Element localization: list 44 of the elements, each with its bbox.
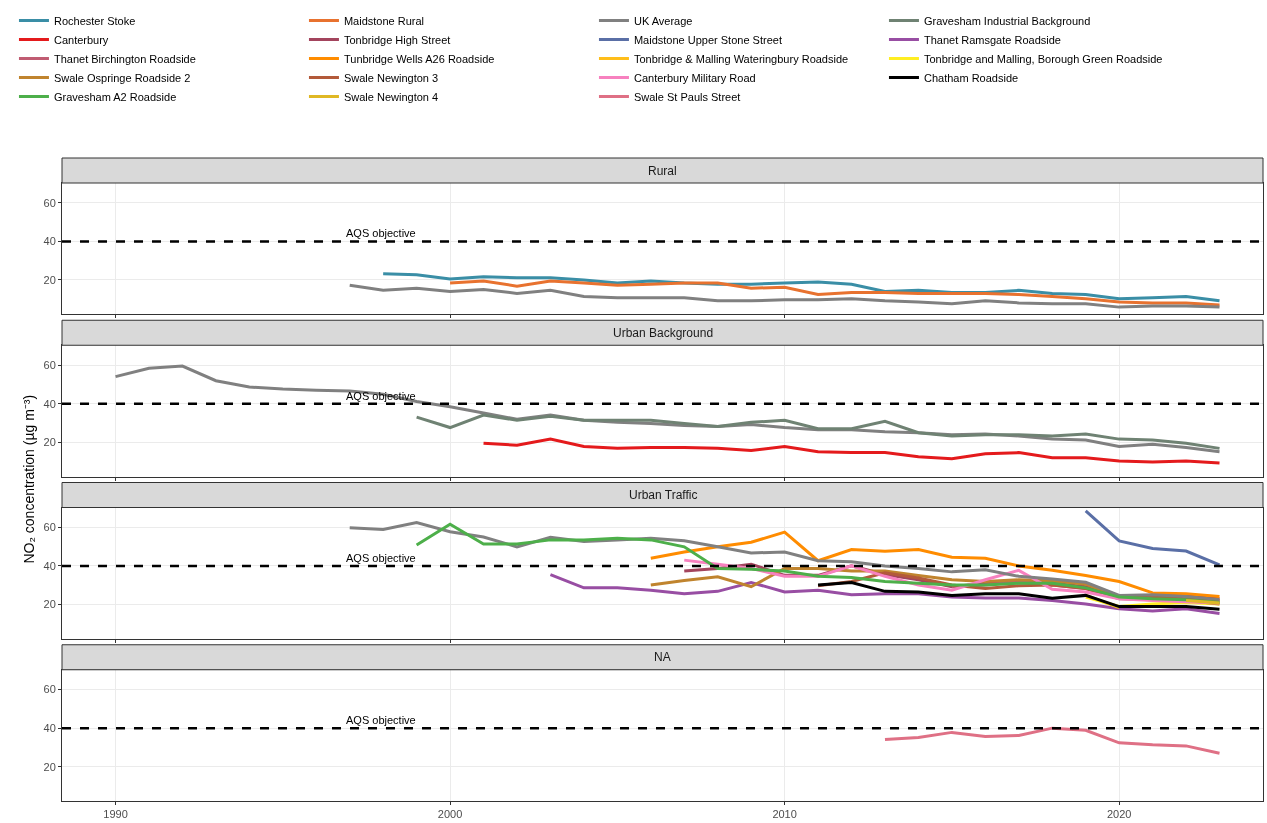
y-tick-label: 20 bbox=[43, 436, 56, 449]
legend-label: Tunbridge Wells A26 Roadside bbox=[343, 52, 495, 65]
y-tick-label: 60 bbox=[43, 196, 56, 209]
legend-label: Rochester Stoke bbox=[53, 14, 136, 27]
chart-title: Urban Traffic bbox=[629, 488, 698, 502]
y-tick-label: 20 bbox=[43, 273, 56, 286]
legend-label: Swale Ospringe Roadside 2 bbox=[53, 71, 191, 84]
x-tick-label: 1990 bbox=[103, 808, 128, 821]
y-tick-label: 60 bbox=[43, 358, 56, 371]
y-tick-label: 40 bbox=[43, 397, 56, 410]
legend-label: Gravesham A2 Roadside bbox=[53, 90, 177, 103]
x-tick-label: 2010 bbox=[772, 808, 797, 821]
y-tick-label: 20 bbox=[43, 760, 56, 773]
y-tick-label: 40 bbox=[43, 235, 56, 248]
y-axis-title: NO₂ concentration (µg m⁻³) bbox=[20, 394, 37, 564]
y-tick-label: 40 bbox=[43, 559, 56, 572]
legend-label: Thanet Birchington Roadside bbox=[53, 52, 196, 65]
legend-label: Swale Newington 4 bbox=[343, 90, 439, 103]
legend-label: Chatham Roadside bbox=[923, 71, 1019, 84]
x-tick-label: 2000 bbox=[437, 808, 463, 821]
legend-label: UK Average bbox=[633, 14, 693, 27]
legend-label: Tonbridge High Street bbox=[343, 33, 451, 46]
y-tick-label: 60 bbox=[43, 683, 56, 696]
legend-label: Thanet Ramsgate Roadside bbox=[923, 33, 1061, 46]
ref-line-label: AQS objective bbox=[346, 714, 416, 726]
legend-label: Swale St Pauls Street bbox=[633, 90, 741, 103]
chart-title: NA bbox=[654, 650, 671, 664]
ref-line-label: AQS objective bbox=[346, 552, 416, 564]
legend-label: Maidstone Upper Stone Street bbox=[633, 33, 782, 46]
ref-line-label: AQS objective bbox=[346, 227, 416, 239]
x-tick-label: 2020 bbox=[1106, 808, 1132, 821]
legend-label: Swale Newington 3 bbox=[343, 71, 439, 84]
ref-line-label: AQS objective bbox=[346, 390, 416, 402]
legend-label: Canterbury bbox=[53, 33, 109, 46]
chart-title: Urban Background bbox=[613, 326, 714, 340]
legend-label: Canterbury Military Road bbox=[633, 71, 756, 84]
y-tick-label: 20 bbox=[43, 598, 56, 611]
legend-label: Gravesham Industrial Background bbox=[923, 14, 1091, 27]
chart-title: Rural bbox=[648, 164, 677, 178]
y-tick-label: 60 bbox=[43, 521, 56, 534]
y-tick-label: 40 bbox=[43, 722, 56, 734]
legend-label: Maidstone Rural bbox=[343, 14, 425, 27]
legend-label: Tonbridge and Malling, Borough Green Roadside bbox=[923, 52, 1163, 65]
legend-label: Tonbridge & Malling Wateringbury Roadside bbox=[633, 52, 849, 65]
